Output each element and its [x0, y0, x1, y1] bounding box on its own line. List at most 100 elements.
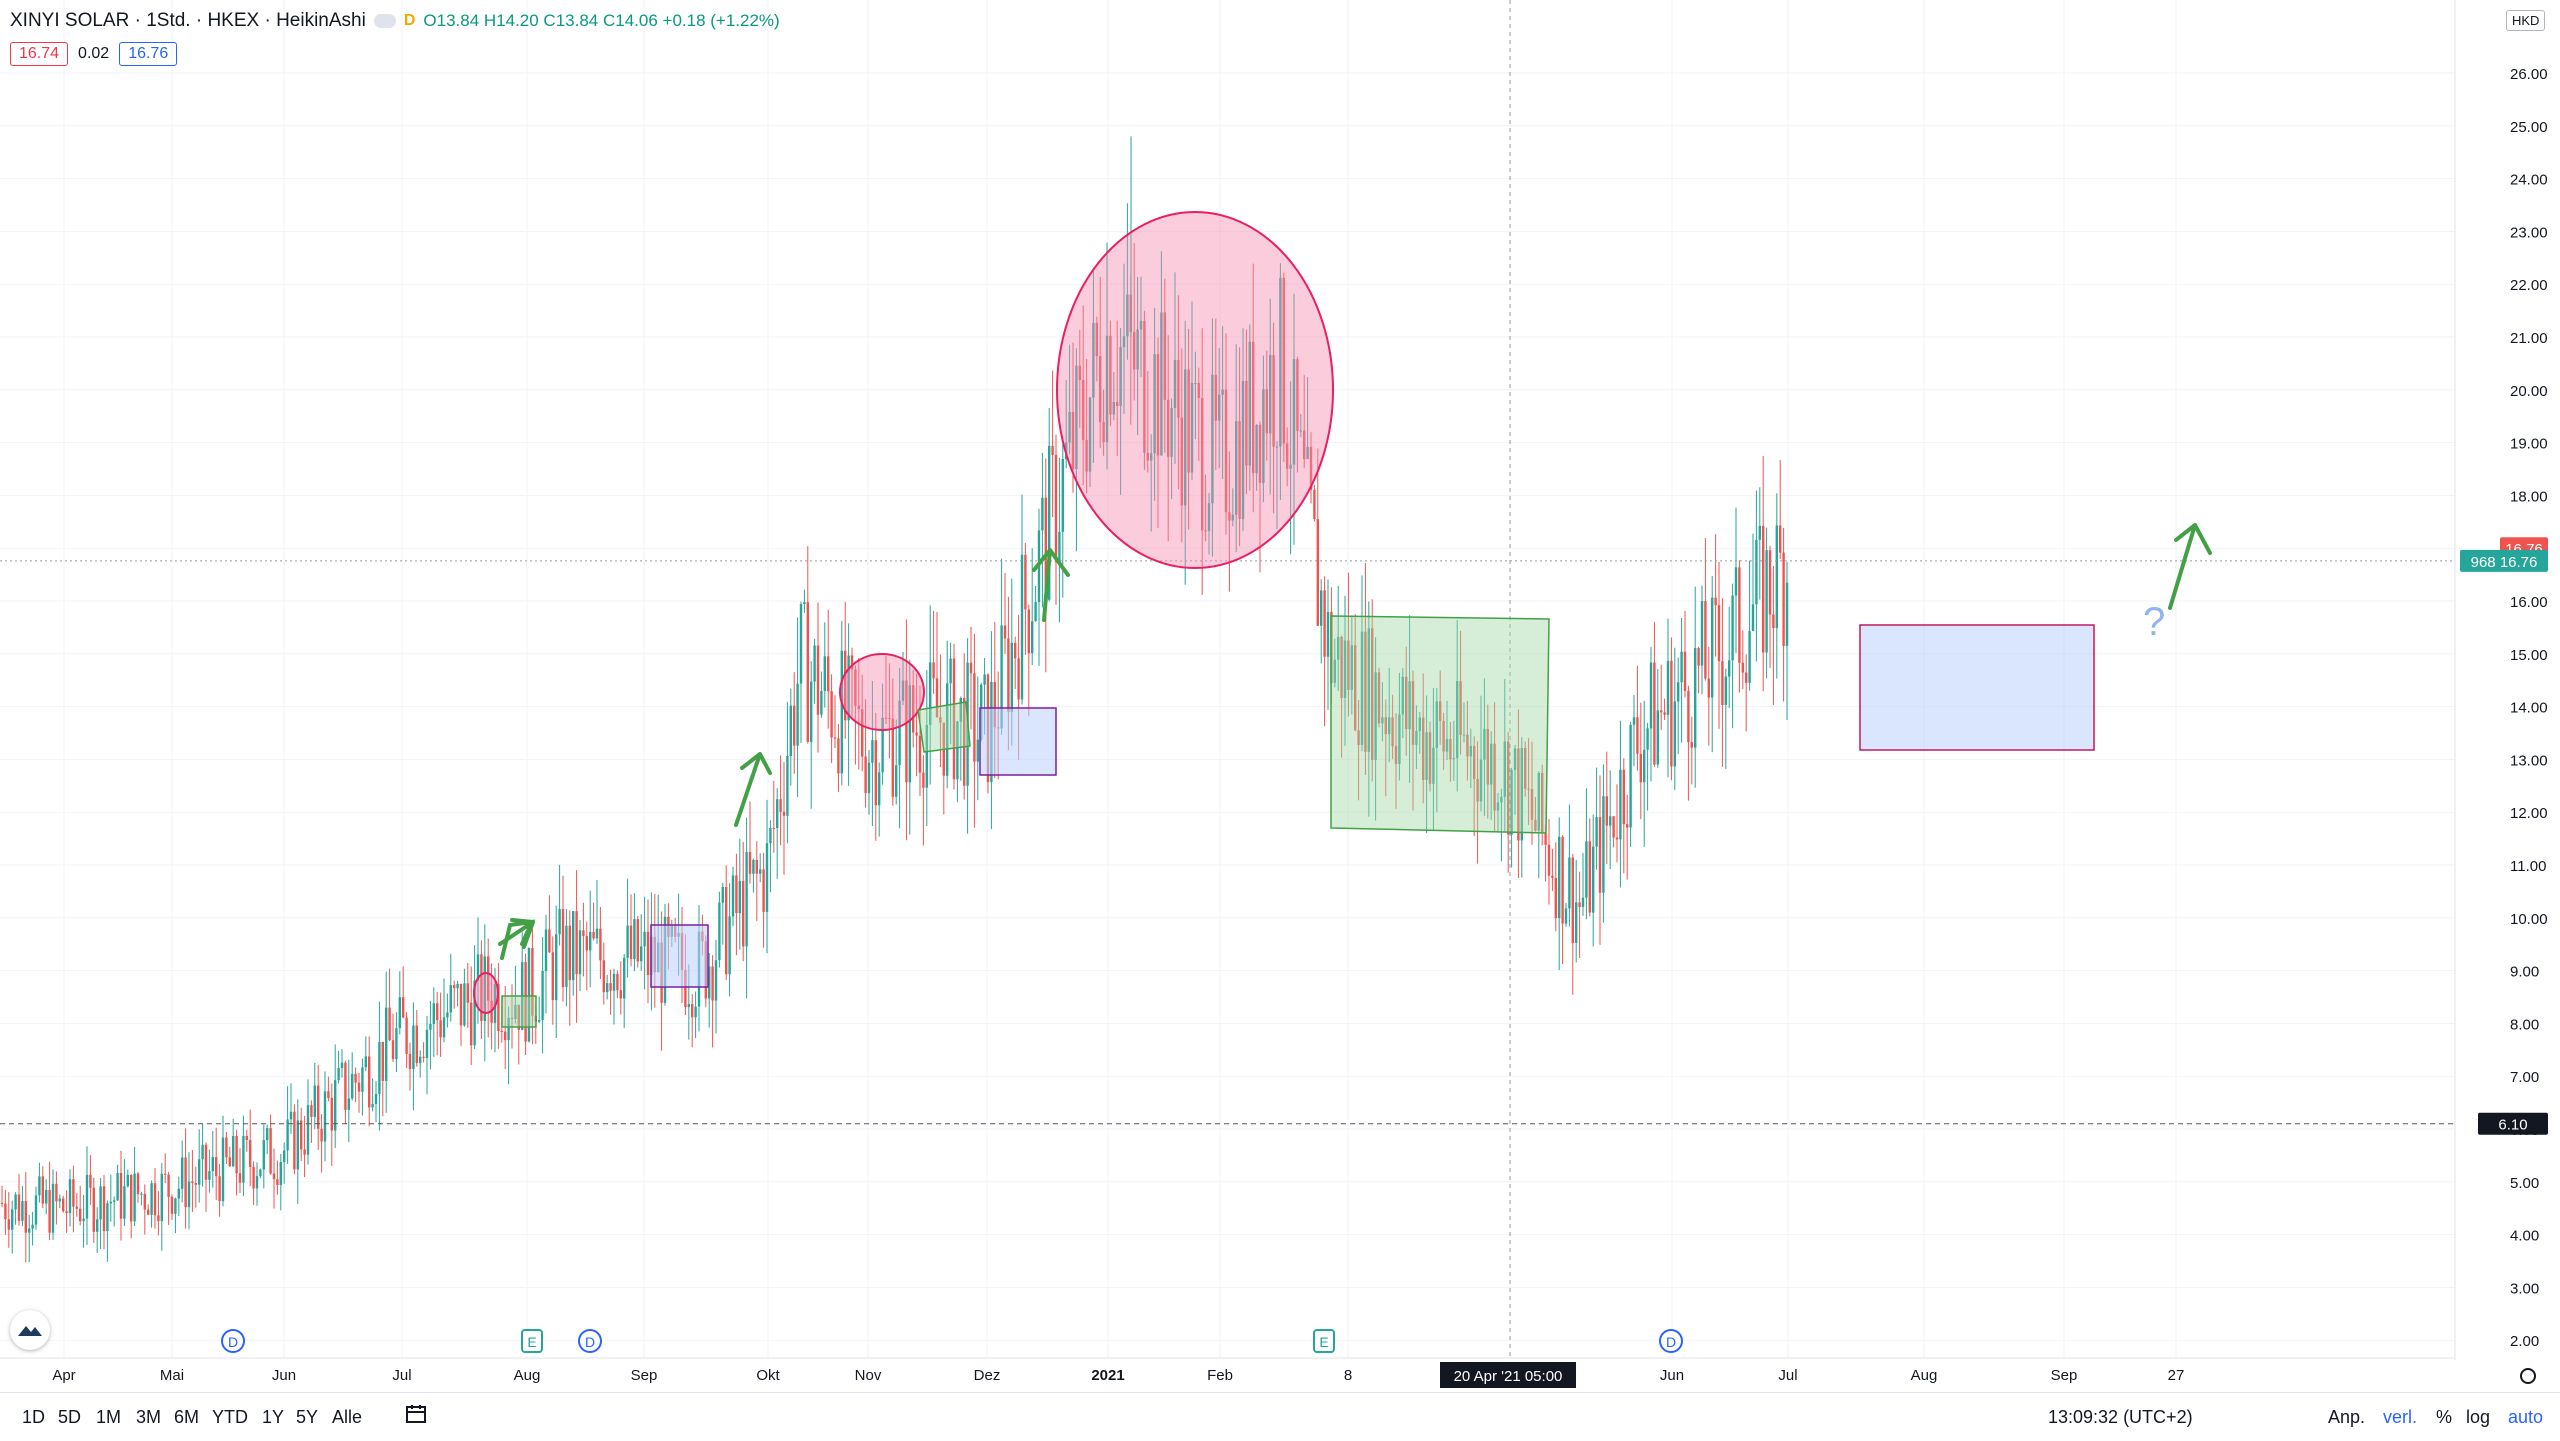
- candle-body: [1102, 421, 1105, 443]
- candle-body: [1371, 628, 1374, 760]
- candle-body: [810, 681, 813, 742]
- date-range-icon[interactable]: [405, 1403, 427, 1430]
- green-arrow: [1032, 548, 1070, 622]
- candle-body: [1507, 741, 1510, 835]
- candle-body: [1578, 902, 1581, 908]
- timeframe-alle[interactable]: Alle: [332, 1407, 363, 1427]
- candle-body: [123, 1186, 126, 1219]
- candle-body: [1350, 645, 1353, 690]
- bid-price[interactable]: 16.74: [10, 42, 69, 66]
- visibility-toggle-icon[interactable]: [373, 14, 396, 28]
- timeframe-5y[interactable]: 5Y: [296, 1407, 319, 1427]
- candle-body: [1697, 648, 1700, 666]
- candle-body: [725, 887, 728, 975]
- candle-body: [1615, 837, 1619, 840]
- timeframe-1m[interactable]: 1M: [96, 1407, 122, 1427]
- candle-body: [878, 772, 881, 806]
- candle-body: [228, 1157, 231, 1167]
- candle-body: [269, 1128, 272, 1174]
- candle-body: [565, 925, 568, 988]
- extended-hours-button[interactable]: verl.: [2383, 1407, 2418, 1427]
- candle-body: [963, 697, 966, 786]
- ask-price[interactable]: 16.76: [119, 42, 178, 66]
- candle-body: [949, 658, 952, 684]
- timeframe-6m[interactable]: 6M: [174, 1407, 200, 1427]
- candle-body: [283, 1150, 286, 1162]
- candle-body: [1119, 347, 1122, 406]
- candle-body: [429, 1023, 432, 1030]
- candle-body: [1500, 796, 1503, 803]
- candle-body: [361, 1067, 364, 1092]
- candle-body: [1034, 602, 1037, 622]
- candle-body: [1258, 424, 1262, 483]
- svg-text:D: D: [228, 1334, 238, 1350]
- candle-body: [1374, 672, 1377, 760]
- candle-body: [1683, 651, 1687, 691]
- price-tick: 4.00: [2510, 1228, 2539, 1245]
- candle-body: [1653, 662, 1656, 765]
- tradingview-logo-icon[interactable]: [10, 1310, 50, 1350]
- timeframe-1y[interactable]: 1Y: [262, 1407, 285, 1427]
- candle-body: [157, 1215, 160, 1222]
- candle-body: [351, 1073, 354, 1099]
- candle-body: [833, 737, 837, 739]
- candle-body: [708, 966, 711, 999]
- candle-body: [1592, 846, 1595, 913]
- price-chart[interactable]: ? 26.00 25.00 24.00 23.00 22.00 21.00 20.00 19.…: [0, 0, 2560, 1392]
- candle-body: [1435, 701, 1438, 748]
- timeframe-5d[interactable]: 5D: [58, 1407, 82, 1427]
- candle-body: [1473, 745, 1476, 780]
- candle-body: [79, 1208, 82, 1222]
- currency-badge[interactable]: HKD: [2506, 10, 2546, 31]
- timeframe-ytd[interactable]: YTD: [212, 1407, 248, 1427]
- candle-body: [1044, 497, 1047, 600]
- candle-body: [1707, 678, 1710, 698]
- candle-body: [1292, 359, 1296, 465]
- candle-body: [1323, 590, 1326, 657]
- candle-body: [1411, 681, 1415, 745]
- candle-body: [1724, 676, 1727, 705]
- candle-body: [1731, 595, 1734, 661]
- candle-body: [164, 1173, 167, 1175]
- log-scale-button[interactable]: log: [2466, 1407, 2491, 1427]
- candle-body: [595, 928, 599, 939]
- symbol-title[interactable]: XINYI SOLAR · 1Std. · HKEX · HeikinAshi: [10, 10, 366, 31]
- timeframe-3m[interactable]: 3M: [136, 1407, 162, 1427]
- candle-body: [748, 851, 752, 874]
- time-tick: Apr: [52, 1367, 75, 1384]
- candle-body: [1303, 430, 1306, 460]
- candle-body: [993, 681, 996, 728]
- candle-body: [136, 1173, 140, 1195]
- candle-body: [204, 1144, 208, 1180]
- green-box-tiny: [501, 995, 537, 1028]
- auto-scale-button[interactable]: auto: [2508, 1407, 2544, 1427]
- candle-body: [1003, 625, 1007, 639]
- event-marker: D: [221, 1329, 245, 1353]
- percent-scale-button[interactable]: %: [2436, 1407, 2453, 1427]
- time-tick: Sep: [2051, 1367, 2078, 1384]
- price-tick: 19.00: [2510, 436, 2548, 453]
- adjust-button[interactable]: Anp.: [2328, 1407, 2366, 1427]
- price-tick: 5.00: [2510, 1175, 2539, 1192]
- candle-body: [58, 1198, 61, 1202]
- candle-body: [1520, 747, 1523, 841]
- candle-body: [480, 954, 483, 1022]
- candle-body: [895, 765, 898, 797]
- candle-body: [415, 1025, 418, 1064]
- small-circle: [839, 653, 925, 731]
- candle-body: [1534, 819, 1537, 831]
- candle-body: [864, 756, 867, 794]
- timeframe-1d[interactable]: 1D: [22, 1407, 46, 1427]
- candle-body: [259, 1169, 262, 1177]
- candle-body: [1690, 742, 1693, 748]
- candle-body: [813, 645, 816, 682]
- candle-body: [806, 602, 809, 742]
- clock[interactable]: 13:09:32 (UTC+2): [2048, 1407, 2193, 1427]
- candle-body: [1700, 601, 1704, 666]
- price-tick: 18.00: [2510, 488, 2548, 505]
- candle-body: [578, 930, 582, 975]
- candle-body: [1619, 769, 1622, 840]
- candle-body: [1248, 341, 1251, 466]
- candle-body: [755, 859, 758, 874]
- candle-body: [640, 946, 643, 962]
